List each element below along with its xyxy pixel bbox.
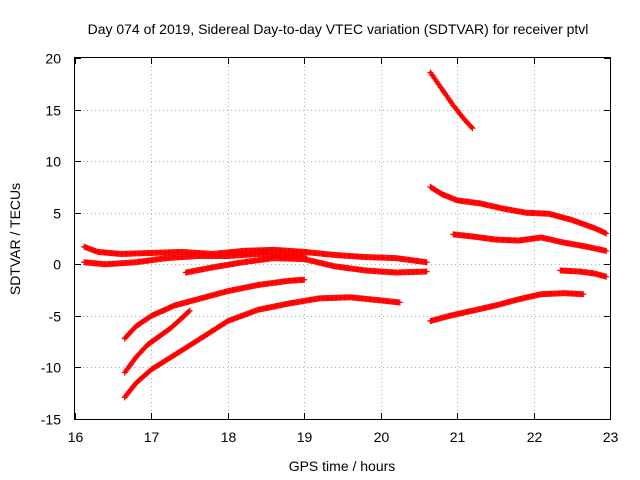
plus-marker [185,308,192,315]
series-track-3 [182,255,430,276]
x-axis-label: GPS time / hours [289,458,396,474]
plus-marker [603,247,610,254]
plus-marker [469,125,476,132]
y-axis-label: SDTVAR / TECUs [7,183,23,295]
x-tick-label: 16 [68,429,84,445]
plus-marker [186,307,193,314]
plus-marker [603,273,610,280]
x-tick-label: 21 [450,429,466,445]
x-tick-label: 17 [144,429,160,445]
plus-marker [301,276,308,283]
y-tick-label: -10 [41,360,61,376]
y-tick-label: 0 [53,257,61,273]
x-tick-label: 18 [221,429,237,445]
y-tick-label: 5 [53,206,61,222]
y-tick-label: -15 [41,412,61,428]
plus-marker [423,268,430,275]
plot-frame [74,57,611,420]
series-track-6 [121,294,403,401]
series-track-8 [427,183,610,237]
y-tick-label: 15 [45,103,61,119]
axis-ticks: 16 17 18 19 20 21 22 23 -15 -10 -5 0 5 10 15 20 [41,51,619,446]
x-tick-label: 19 [297,429,313,445]
series-track-11 [427,290,587,325]
y-tick-label: 10 [45,154,61,170]
data-points [81,69,610,401]
y-tick-label: -5 [49,309,62,325]
series-track-10 [557,267,610,280]
plus-marker [423,259,430,266]
x-tick-label: 22 [527,429,543,445]
chart-title: Day 074 of 2019, Sidereal Day-to-day VTE… [88,21,589,37]
series-track-2 [81,250,308,268]
x-tick-label: 20 [374,429,390,445]
series-track-4 [121,276,308,342]
x-tick-label: 23 [603,429,619,445]
series-track-5 [121,307,193,376]
series-track-9 [450,231,610,254]
plus-marker [603,230,610,237]
plus-marker [580,291,587,298]
plus-marker [468,123,475,130]
plus-marker [396,299,403,306]
y-tick-label: 20 [45,51,61,67]
series-track-7 [427,69,476,132]
